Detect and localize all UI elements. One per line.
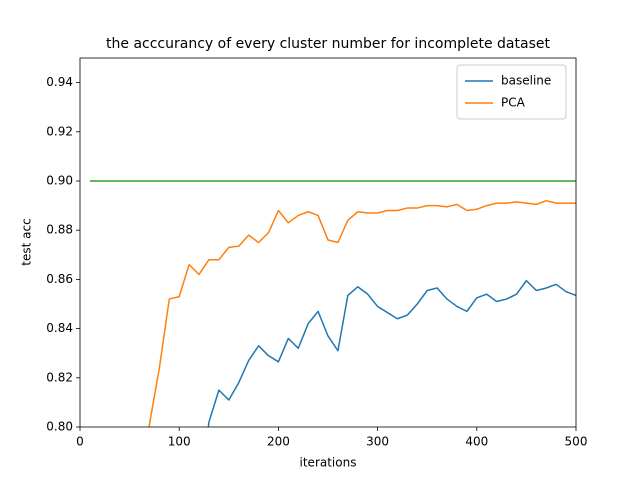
x-tick-label: 300 — [366, 435, 389, 449]
legend-label: baseline — [501, 74, 551, 88]
x-tick-label: 0 — [76, 435, 84, 449]
x-tick-label: 200 — [267, 435, 290, 449]
series-line — [148, 199, 576, 427]
y-tick-label: 0.90 — [46, 174, 73, 188]
y-tick-label: 0.86 — [46, 272, 73, 286]
axes-frame — [79, 57, 577, 428]
x-tick-label: 400 — [465, 435, 488, 449]
chart-title: the acccurancy of every cluster number f… — [106, 36, 550, 52]
legend-box — [456, 64, 567, 120]
y-tick-label: 0.94 — [46, 75, 73, 89]
y-tick-label: 0.92 — [46, 124, 73, 138]
x-axis-label: iterations — [300, 456, 357, 470]
y-tick-label: 0.80 — [46, 420, 73, 434]
y-tick-label: 0.84 — [46, 321, 73, 335]
y-axis-label: test acc — [20, 218, 34, 265]
plot-area — [89, 180, 576, 427]
series-line — [207, 279, 576, 427]
legend-label: PCA — [501, 96, 526, 110]
x-tick-label: 100 — [168, 435, 191, 449]
y-tick-label: 0.88 — [46, 223, 73, 237]
x-tick-label: 500 — [565, 435, 588, 449]
y-tick-label: 0.82 — [46, 370, 73, 384]
